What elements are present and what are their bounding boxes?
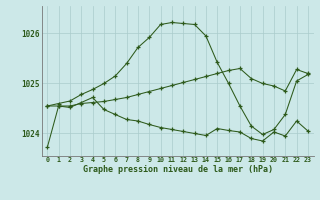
X-axis label: Graphe pression niveau de la mer (hPa): Graphe pression niveau de la mer (hPa)	[83, 165, 273, 174]
